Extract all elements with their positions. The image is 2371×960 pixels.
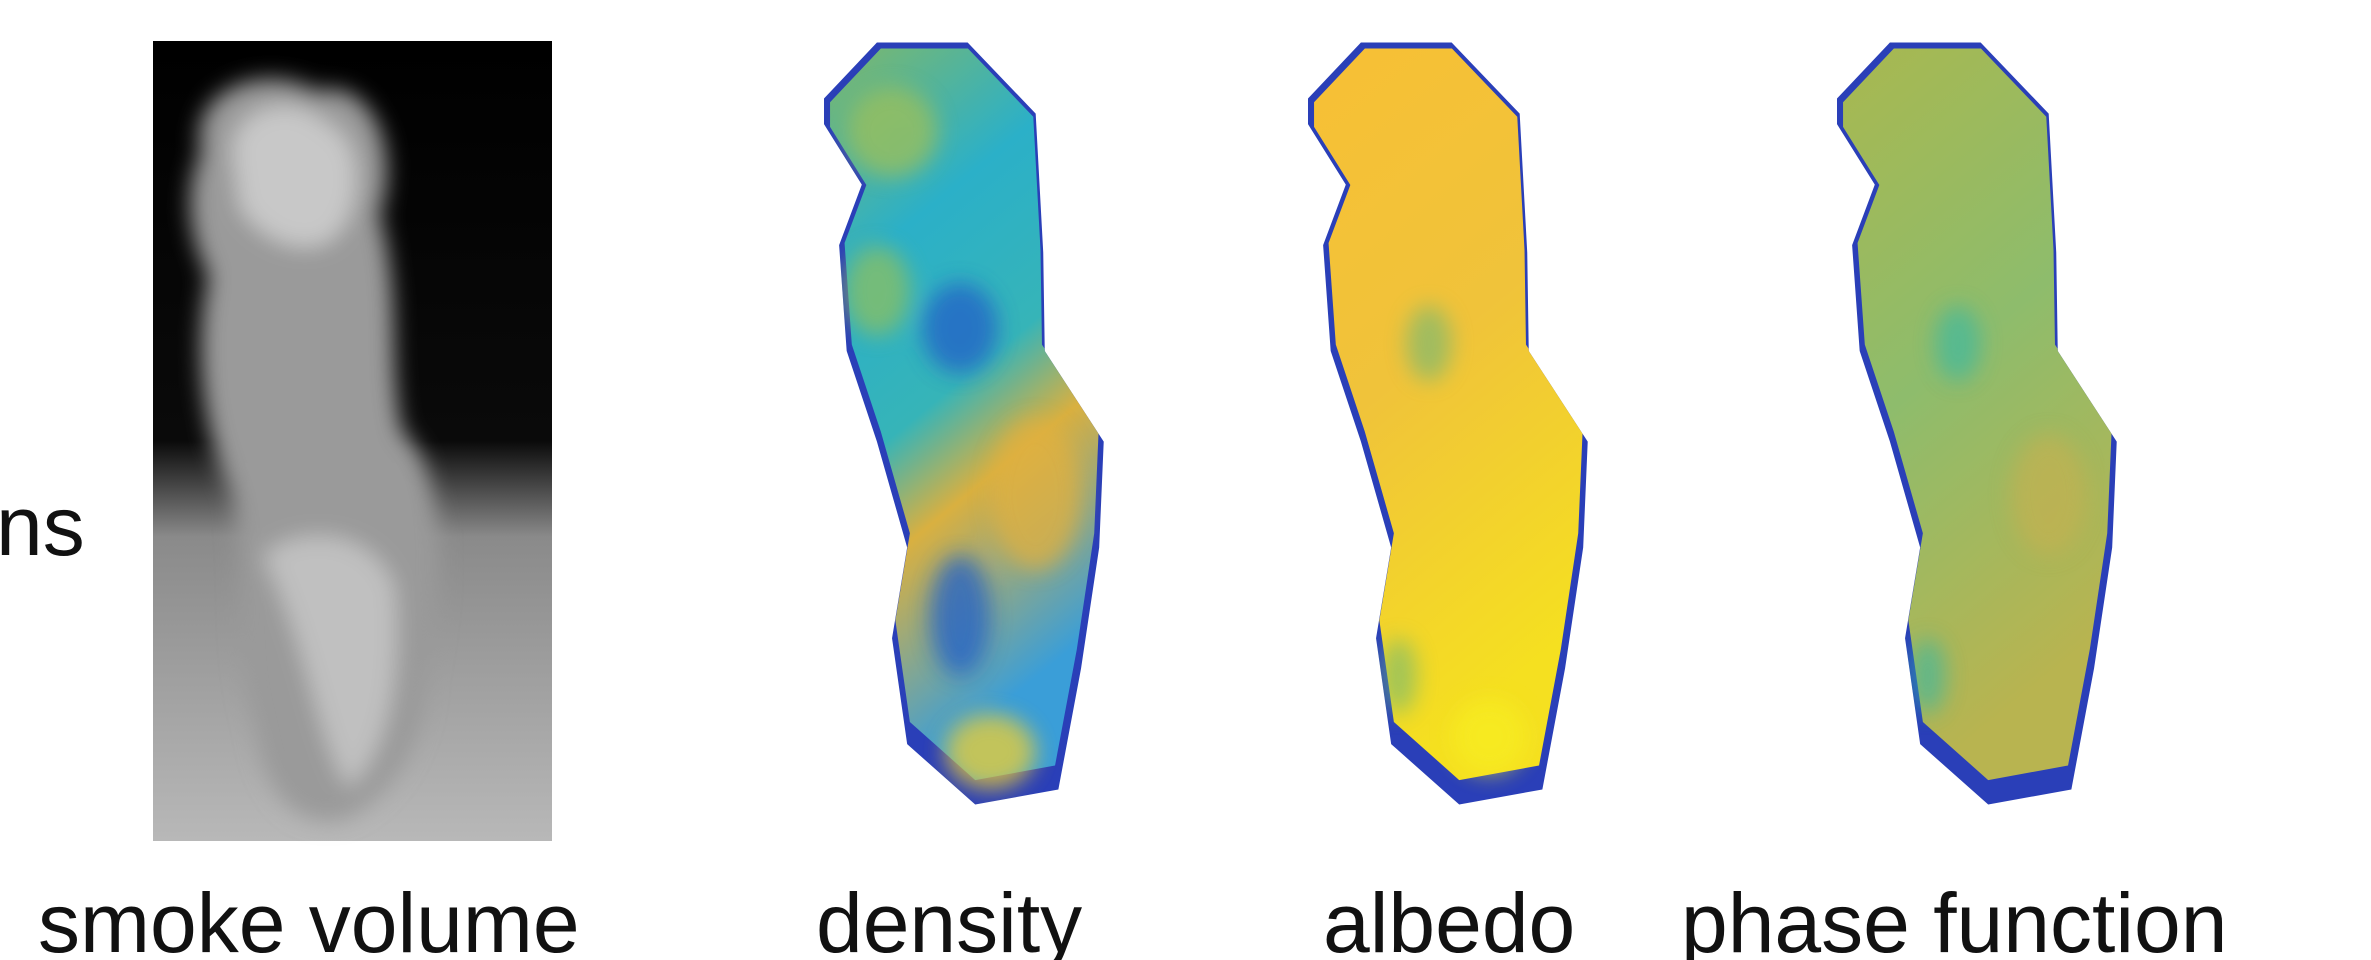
left-fragment: ns <box>0 479 85 573</box>
phase-function-map <box>1837 43 2117 805</box>
albedo-map <box>1308 43 1588 805</box>
smoke-image <box>153 41 552 841</box>
panel-label: phase function <box>1681 876 2227 960</box>
panel-label: albedo <box>1323 876 1575 960</box>
density-map <box>824 43 1104 805</box>
panel-label: density <box>816 876 1082 960</box>
panel-label: smoke volume <box>38 876 580 960</box>
figure: ns <box>0 0 2371 960</box>
page: {"left_fragment": "ns", "panels": [ {"la… <box>0 0 2371 960</box>
